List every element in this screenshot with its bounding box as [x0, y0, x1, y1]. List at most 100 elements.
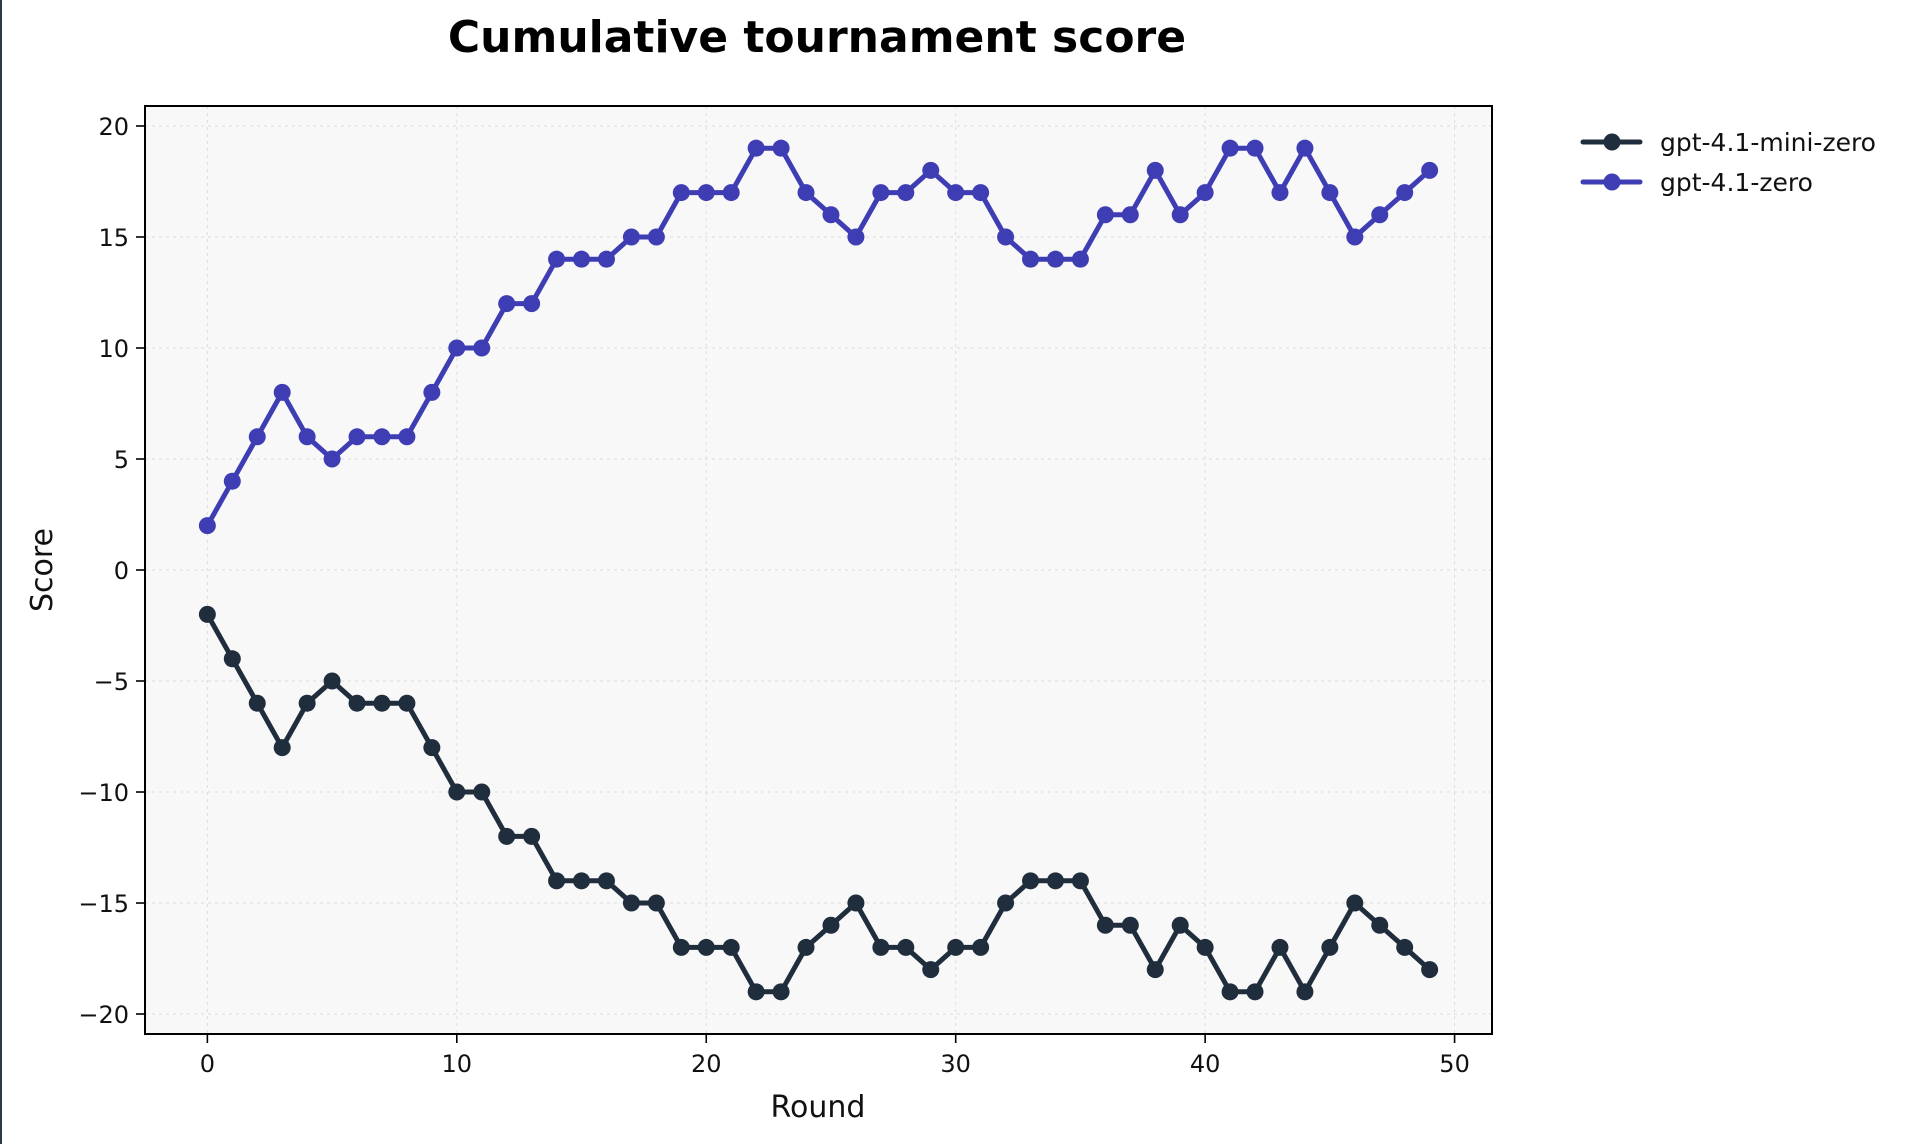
data-point [1396, 184, 1414, 202]
data-point [622, 894, 640, 912]
data-series [198, 139, 1439, 1001]
data-point [622, 228, 640, 246]
data-point [423, 739, 441, 757]
data-point [797, 938, 815, 956]
x-tick-label: 0 [200, 1050, 215, 1078]
data-point [573, 872, 591, 890]
data-point [223, 472, 241, 490]
data-point [1022, 250, 1040, 268]
data-point [348, 428, 366, 446]
data-point [972, 938, 990, 956]
data-point [1246, 139, 1264, 157]
y-tick-label: −20 [78, 1001, 129, 1029]
x-tick-label: 40 [1190, 1050, 1221, 1078]
data-point [1271, 938, 1289, 956]
data-point [1421, 961, 1439, 979]
data-point [997, 228, 1015, 246]
data-point [423, 383, 441, 401]
data-point [1046, 872, 1064, 890]
chart-title: Cumulative tournament score [448, 12, 1186, 63]
data-point [1146, 961, 1164, 979]
data-point [772, 983, 790, 1001]
data-point [1121, 916, 1139, 934]
data-point [722, 184, 740, 202]
data-point [273, 383, 291, 401]
data-point [1396, 938, 1414, 956]
data-point [1146, 161, 1164, 179]
legend-item: gpt-4.1-zero [1580, 168, 1813, 197]
data-point [597, 872, 615, 890]
data-point [597, 250, 615, 268]
data-point [647, 894, 665, 912]
data-point [847, 228, 865, 246]
data-point [1371, 916, 1389, 934]
y-tick-label: 10 [98, 335, 129, 363]
legend-label: gpt-4.1-mini-zero [1660, 128, 1876, 157]
series-gpt-4.1-zero [198, 139, 1439, 535]
data-point [947, 184, 965, 202]
data-point [872, 184, 890, 202]
data-point [697, 938, 715, 956]
x-axis-label: Round [771, 1090, 866, 1125]
y-tick-label: 20 [98, 113, 129, 141]
data-point [1096, 206, 1114, 224]
data-point [1371, 206, 1389, 224]
data-point [298, 428, 316, 446]
data-point [1171, 916, 1189, 934]
data-point [747, 139, 765, 157]
data-point [672, 184, 690, 202]
legend: gpt-4.1-mini-zero gpt-4.1-zero [1580, 128, 1876, 197]
window-edge [0, 0, 2, 1144]
data-point [448, 783, 466, 801]
x-tick-label: 10 [442, 1050, 473, 1078]
data-point [348, 694, 366, 712]
data-point [548, 250, 566, 268]
data-point [248, 694, 266, 712]
data-point [198, 517, 216, 535]
data-point [373, 428, 391, 446]
plot-frame [144, 105, 1493, 1035]
data-point [523, 827, 541, 845]
data-point [1421, 161, 1439, 179]
y-tick-label: −5 [94, 668, 129, 696]
data-point [1346, 894, 1364, 912]
data-point [398, 428, 416, 446]
x-tick-label: 50 [1439, 1050, 1470, 1078]
data-point [1296, 983, 1314, 1001]
data-point [897, 938, 915, 956]
data-point [722, 938, 740, 956]
data-point [647, 228, 665, 246]
y-tick-label: 0 [114, 557, 129, 585]
data-point [822, 916, 840, 934]
data-point [1221, 139, 1239, 157]
data-point [1221, 983, 1239, 1001]
series-gpt-4.1-mini-zero [198, 605, 1439, 1001]
data-point [1071, 872, 1089, 890]
data-point [498, 827, 516, 845]
data-point [223, 650, 241, 668]
data-point [772, 139, 790, 157]
data-point [1071, 250, 1089, 268]
data-point [573, 250, 591, 268]
data-point [323, 672, 341, 690]
y-tick-label: −15 [78, 890, 129, 918]
data-point [473, 783, 491, 801]
y-axis-label: Score [25, 528, 60, 612]
data-point [1196, 184, 1214, 202]
data-point [922, 961, 940, 979]
data-point [498, 295, 516, 313]
data-point [1321, 938, 1339, 956]
data-point [847, 894, 865, 912]
data-point [1271, 184, 1289, 202]
data-point [997, 894, 1015, 912]
legend-label: gpt-4.1-zero [1660, 168, 1813, 197]
data-point [1046, 250, 1064, 268]
data-point [248, 428, 266, 446]
data-point [273, 739, 291, 757]
data-point [473, 339, 491, 357]
data-point [922, 161, 940, 179]
data-point [947, 938, 965, 956]
data-point [548, 872, 566, 890]
data-point [298, 694, 316, 712]
